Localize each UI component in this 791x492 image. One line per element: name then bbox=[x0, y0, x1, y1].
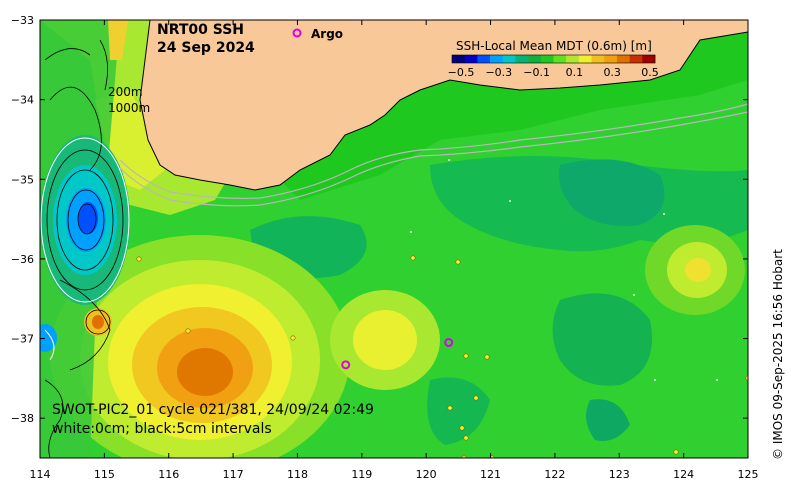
low-ssh-region-4 bbox=[552, 293, 652, 386]
plot-frame bbox=[39, 19, 749, 459]
argo-legend-label: Argo bbox=[311, 27, 343, 41]
colorbar-frame bbox=[451, 54, 656, 64]
argo-history-specks bbox=[410, 159, 718, 381]
swot-pass-label: SWOT-PIC2_01 cycle 021/381, 24/09/24 02:… bbox=[52, 402, 374, 418]
argo-float-marker bbox=[444, 338, 454, 348]
depth-label-200m: 200m bbox=[108, 85, 143, 99]
small-cold-spot bbox=[40, 324, 57, 352]
colorbar-tick-label: −0.3 bbox=[485, 66, 512, 79]
colorbar-swatch bbox=[502, 55, 516, 63]
colorbar-swatches bbox=[452, 55, 656, 63]
swot-white-contours bbox=[40, 137, 130, 361]
colorbar-swatch bbox=[578, 55, 592, 63]
argo-markers bbox=[341, 338, 454, 370]
map-plot-area bbox=[40, 20, 748, 458]
colorbar-swatch bbox=[464, 55, 478, 63]
colorbar: SSH-Local Mean MDT (0.6m) [m] −0.5 −0.3 −0… bbox=[448, 39, 659, 79]
colorbar-swatch bbox=[642, 55, 656, 63]
y-tick-label: −34 bbox=[11, 94, 34, 107]
swot-black-contours bbox=[44, 39, 124, 458]
x-tick-label: 123 bbox=[609, 468, 630, 481]
x-tick-label: 119 bbox=[351, 468, 372, 481]
x-tick-label: 122 bbox=[544, 468, 565, 481]
y-axis: −33 −34 −35 −36 −37 −38 bbox=[11, 14, 748, 425]
x-tick-label: 120 bbox=[416, 468, 437, 481]
x-tick-label: 118 bbox=[287, 468, 308, 481]
x-tick-label: 117 bbox=[223, 468, 244, 481]
map-title-line1: NRT00 SSH bbox=[157, 22, 244, 38]
swot-contour-legend: white:0cm; black:5cm intervals bbox=[52, 421, 272, 437]
coastline bbox=[139, 20, 748, 191]
colorbar-swatch bbox=[629, 55, 643, 63]
low-ssh-region-5 bbox=[427, 377, 490, 445]
depth-label-1000m: 1000m bbox=[108, 101, 150, 115]
x-tick-label: 121 bbox=[480, 468, 501, 481]
colorbar-tick-label: −0.5 bbox=[448, 66, 475, 79]
colorbar-swatch bbox=[553, 55, 567, 63]
colorbar-tick-label: −0.1 bbox=[523, 66, 550, 79]
colorbar-swatch bbox=[515, 55, 529, 63]
colorbar-ticks: −0.5 −0.3 −0.1 0.1 0.3 0.5 bbox=[448, 66, 659, 79]
colorbar-title: SSH-Local Mean MDT (0.6m) [m] bbox=[456, 39, 652, 53]
colorbar-swatch bbox=[604, 55, 618, 63]
colorbar-tick-label: 0.1 bbox=[566, 66, 584, 79]
map-title-line2: 24 Sep 2024 bbox=[157, 40, 255, 56]
colorbar-swatch bbox=[528, 55, 542, 63]
y-tick-label: −37 bbox=[11, 333, 34, 346]
warm-eddy-2-core bbox=[353, 310, 417, 370]
x-tick-label: 124 bbox=[673, 468, 694, 481]
argo-legend-icon bbox=[292, 28, 302, 38]
cold-eddy-core bbox=[78, 202, 98, 234]
x-tick-label: 115 bbox=[94, 468, 115, 481]
x-tick-label: 125 bbox=[738, 468, 759, 481]
colorbar-swatch bbox=[591, 55, 605, 63]
colorbar-swatch bbox=[490, 55, 504, 63]
x-tick-label: 114 bbox=[30, 468, 51, 481]
colorbar-tick-label: 0.3 bbox=[603, 66, 621, 79]
colorbar-swatch bbox=[616, 55, 630, 63]
colorbar-swatch bbox=[566, 55, 580, 63]
colorbar-tick-label: 0.5 bbox=[641, 66, 659, 79]
argo-float-marker bbox=[341, 360, 351, 370]
isobath-1000m bbox=[119, 111, 748, 207]
x-axis: 114 115 116 117 118 119 120 121 122 123 124 125 bbox=[30, 20, 759, 481]
isobath-200m bbox=[119, 103, 748, 199]
drifter-dots bbox=[136, 255, 748, 458]
y-tick-label: −38 bbox=[11, 412, 34, 425]
small-warm-spot-core bbox=[92, 315, 104, 329]
swot-high-streak bbox=[108, 20, 128, 60]
y-tick-label: −33 bbox=[11, 14, 34, 27]
imos-credit: © IMOS 09-Sep-2025 16:56 Hobart bbox=[771, 249, 785, 460]
y-tick-label: −36 bbox=[11, 253, 34, 266]
low-ssh-region-3 bbox=[559, 159, 665, 226]
colorbar-swatch bbox=[540, 55, 554, 63]
warm-eddy-3-core bbox=[685, 258, 711, 282]
x-tick-label: 116 bbox=[158, 468, 179, 481]
y-tick-label: −35 bbox=[11, 173, 34, 186]
colorbar-swatch bbox=[452, 55, 465, 63]
low-ssh-region-6 bbox=[586, 399, 630, 441]
warm-eddy-core bbox=[177, 348, 233, 396]
colorbar-swatch bbox=[477, 55, 491, 63]
